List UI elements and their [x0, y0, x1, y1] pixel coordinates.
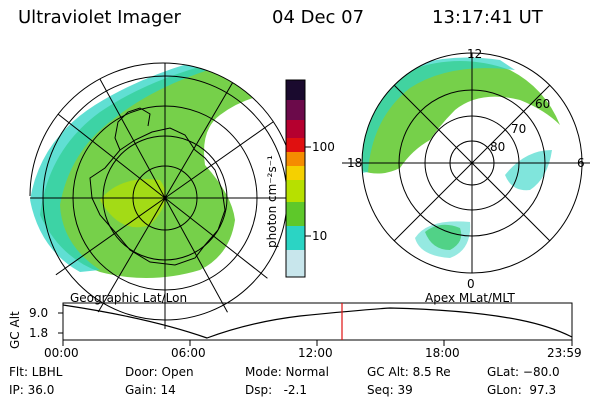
- colorbar-unit-label: photon cm⁻²s⁻¹: [265, 155, 279, 248]
- colorbar-segment: [286, 250, 305, 277]
- altitude-ytick-low: 1.8: [29, 326, 49, 340]
- altitude-xtick: 18:00: [425, 346, 460, 360]
- altitude-xtick: 00:00: [44, 346, 79, 360]
- left-panel-caption: Geographic Lat/Lon: [70, 291, 188, 305]
- date-label: 04 Dec 07: [272, 7, 365, 28]
- colorbar-segment: [286, 180, 305, 202]
- dawn-emission-patch: [505, 150, 552, 191]
- magnetic-polar-plot: [342, 52, 590, 274]
- mlat-label-60: 60: [535, 97, 551, 111]
- colorbar-segment: [286, 226, 305, 250]
- mlt-label-6: 6: [577, 156, 585, 170]
- right-panel-caption: Apex MLat/MLT: [425, 291, 515, 305]
- mlat-label-70: 70: [511, 122, 527, 136]
- time-label: 13:17:41 UT: [432, 7, 543, 28]
- colorbar-segment: [286, 120, 305, 138]
- altitude-plot-frame: [62, 302, 573, 341]
- status-gc-alt: GC Alt: 8.5 Re: [367, 365, 451, 379]
- projection-limb-arc: [29, 62, 297, 197]
- colorbar: [285, 79, 311, 278]
- altitude-plot-ticks: [58, 312, 573, 346]
- altitude-xtick: 12:00: [298, 346, 333, 360]
- continent-outline-peninsula: [114, 107, 151, 151]
- status-door: Door: Open: [125, 365, 194, 379]
- colorbar-segment: [286, 166, 305, 180]
- status-filter: Flt: LBHL: [9, 365, 63, 379]
- colorbar-segment: [286, 202, 305, 226]
- mlt-label-18: 18: [347, 156, 363, 170]
- status-seq: Seq: 39: [367, 383, 413, 397]
- status-glon: GLon: 97.3: [487, 383, 557, 397]
- status-gain: Gain: 14: [125, 383, 176, 397]
- mlt-meridians: [342, 53, 590, 273]
- colorbar-segment: [286, 138, 305, 152]
- colorbar-frame: [285, 79, 306, 278]
- colorbar-segment: [286, 100, 305, 120]
- altitude-xtick: 23:59: [547, 346, 582, 360]
- mlat-label-80: 80: [490, 140, 506, 154]
- geographic-projection-map: [30, 63, 296, 329]
- auroral-emission-region: [40, 63, 296, 279]
- mlt-label-0: 0: [467, 277, 475, 291]
- status-mode: Mode: Normal: [245, 365, 329, 379]
- altitude-ytick-high: 9.0: [29, 306, 49, 320]
- mlt-label-12: 12: [467, 47, 483, 61]
- colorbar-segment: [286, 152, 305, 166]
- colorbar-label-10: 10: [312, 229, 328, 243]
- auroral-bright-spot: [100, 179, 166, 228]
- auroral-emission-halo: [30, 63, 235, 272]
- instrument-title: Ultraviolet Imager: [18, 7, 181, 28]
- altitude-curve: [62, 304, 573, 339]
- altitude-ylabel: GC Alt: [8, 311, 22, 349]
- continent-outline-antarctica: [89, 127, 226, 266]
- status-dsp: Dsp: -2.1: [245, 383, 308, 397]
- status-ip: IP: 36.0: [9, 383, 55, 397]
- midnight-emission-halo: [415, 221, 471, 258]
- altitude-xtick: 06:00: [171, 346, 206, 360]
- colorbar-label-100: 100: [312, 140, 335, 154]
- status-glat: GLat: −80.0: [487, 365, 560, 379]
- altitude-plot: [58, 302, 573, 346]
- colorbar-segment: [286, 80, 305, 100]
